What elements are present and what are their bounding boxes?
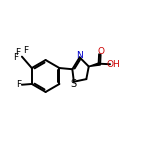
- Text: S: S: [71, 79, 77, 89]
- Text: F: F: [23, 46, 28, 55]
- Text: O: O: [97, 47, 104, 56]
- Text: N: N: [76, 51, 83, 60]
- Polygon shape: [89, 63, 100, 67]
- Text: F: F: [13, 53, 18, 62]
- Text: F: F: [16, 80, 21, 89]
- Text: OH: OH: [107, 60, 120, 69]
- Text: F: F: [15, 48, 20, 57]
